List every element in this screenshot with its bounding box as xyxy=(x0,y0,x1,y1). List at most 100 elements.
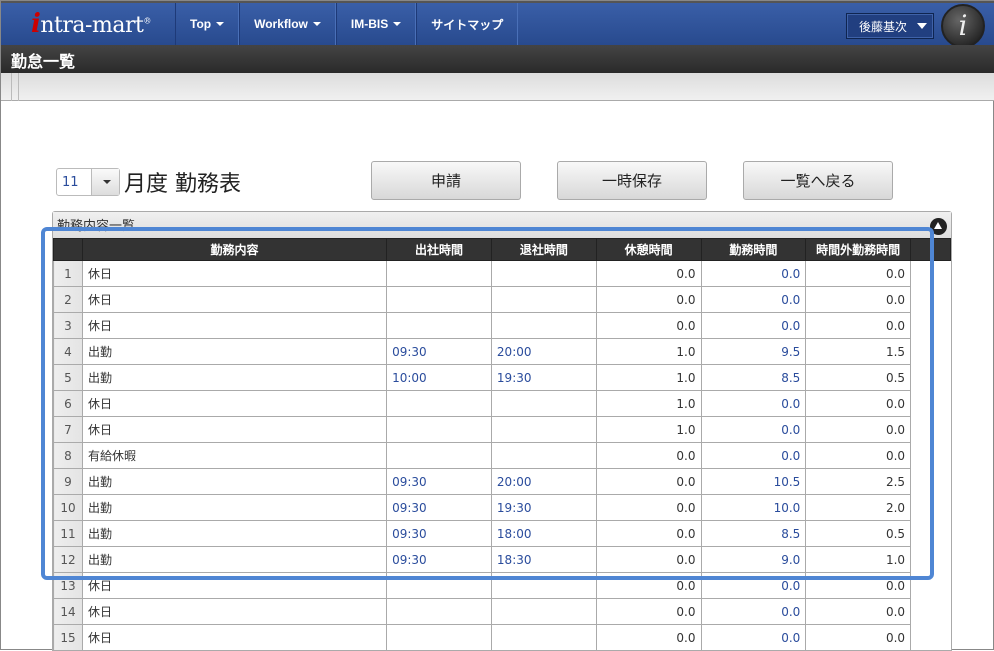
table-row[interactable]: 1 休日 0.0 0.0 0.0 xyxy=(53,260,951,287)
apply-button[interactable]: 申請 xyxy=(371,161,521,200)
cell-work-hours: 0.0 xyxy=(700,286,807,313)
cell-spacer xyxy=(911,443,951,469)
cell-end-time xyxy=(490,260,597,287)
header-col-break-time: 休憩時間 xyxy=(595,238,702,261)
cell-start-time xyxy=(386,416,492,443)
cell-overtime-hours: 0.5 xyxy=(805,520,912,547)
cell-end-time xyxy=(490,312,597,339)
cell-work-hours: 0.0 xyxy=(700,442,807,469)
cell-overtime-hours: 0.0 xyxy=(805,624,912,651)
cell-overtime-hours: 0.0 xyxy=(805,598,912,625)
toolbar-strip xyxy=(1,73,994,101)
cell-end-time: 19:30 xyxy=(490,494,597,521)
nav-workflow[interactable]: Workflow xyxy=(239,3,336,45)
table-row[interactable]: 13 休日 0.0 0.0 0.0 xyxy=(53,572,951,599)
save-draft-button[interactable]: 一時保存 xyxy=(557,161,707,200)
table-row[interactable]: 6 休日 1.0 0.0 0.0 xyxy=(53,390,951,417)
top-bar: intra-mart® Top Workflow IM-BIS サイトマップ 後… xyxy=(1,1,994,48)
work-list-panel: 勤務内容一覧 勤務内容 出社時間 退社時間 休憩時間 勤務時間 時間外勤務時間 1 休日 0.… xyxy=(52,211,952,651)
nav-im-bis[interactable]: IM-BIS xyxy=(335,3,417,45)
cell-break-time: 1.0 xyxy=(595,338,702,365)
table-row[interactable]: 4 出勤 09:30 20:00 1.0 9.5 1.5 xyxy=(53,338,951,365)
cell-end-time xyxy=(490,624,597,651)
table-row[interactable]: 9 出勤 09:30 20:00 0.0 10.5 2.5 xyxy=(53,468,951,495)
intra-mart-logo[interactable]: intra-mart® xyxy=(31,9,151,39)
cell-start-time xyxy=(386,572,492,599)
page-title: 勤怠一覧 xyxy=(1,45,994,73)
cell-break-time: 0.0 xyxy=(595,260,702,287)
intra-mart-i-icon[interactable]: i xyxy=(941,4,985,48)
cell-number: 15 xyxy=(53,624,83,651)
cell-overtime-hours: 1.5 xyxy=(805,338,912,365)
cell-work-type: 出勤 xyxy=(81,338,388,365)
cell-start-time: 09:30 xyxy=(386,520,492,547)
cell-start-time xyxy=(386,286,492,313)
nav-sitemap[interactable]: サイトマップ xyxy=(416,3,519,45)
cell-number: 1 xyxy=(53,260,83,287)
table-row[interactable]: 10 出勤 09:30 19:30 0.0 10.0 2.0 xyxy=(53,494,951,521)
cell-break-time: 1.0 xyxy=(595,390,702,417)
cell-work-hours: 9.5 xyxy=(700,338,807,365)
table-row[interactable]: 11 出勤 09:30 18:00 0.0 8.5 0.5 xyxy=(53,520,951,547)
cell-start-time: 09:30 xyxy=(386,546,492,573)
cell-start-time: 09:30 xyxy=(386,494,492,521)
cell-break-time: 0.0 xyxy=(595,468,702,495)
cell-number: 10 xyxy=(53,494,83,521)
table-row[interactable]: 2 休日 0.0 0.0 0.0 xyxy=(53,286,951,313)
cell-break-time: 0.0 xyxy=(595,598,702,625)
cell-spacer xyxy=(911,391,951,417)
cell-break-time: 0.0 xyxy=(595,442,702,469)
cell-spacer xyxy=(911,573,951,599)
collapse-icon[interactable] xyxy=(930,218,947,235)
header-col-overtime-hours: 時間外勤務時間 xyxy=(805,238,912,261)
table-row[interactable]: 15 休日 0.0 0.0 0.0 xyxy=(53,624,951,651)
month-selector-group: 11 月度 勤務表 xyxy=(56,166,241,198)
nav-top[interactable]: Top xyxy=(175,3,240,45)
cell-number: 8 xyxy=(53,442,83,469)
cell-spacer xyxy=(911,261,951,287)
table-row[interactable]: 14 休日 0.0 0.0 0.0 xyxy=(53,598,951,625)
table-row[interactable]: 5 出勤 10:00 19:30 1.0 8.5 0.5 xyxy=(53,364,951,391)
caret-down-icon xyxy=(917,23,928,29)
table-row[interactable]: 3 休日 0.0 0.0 0.0 xyxy=(53,312,951,339)
header-spacer xyxy=(910,238,951,261)
cell-number: 2 xyxy=(53,286,83,313)
cell-start-time xyxy=(386,312,492,339)
cell-work-hours: 0.0 xyxy=(700,260,807,287)
cell-end-time: 20:00 xyxy=(490,468,597,495)
month-select[interactable]: 11 xyxy=(56,168,120,196)
cell-number: 4 xyxy=(53,338,83,365)
cell-end-time xyxy=(490,390,597,417)
table-row[interactable]: 12 出勤 09:30 18:30 0.0 9.0 1.0 xyxy=(53,546,951,573)
cell-spacer xyxy=(911,625,951,651)
cell-break-time: 0.0 xyxy=(595,546,702,573)
cell-number: 3 xyxy=(53,312,83,339)
cell-spacer xyxy=(911,313,951,339)
table-row[interactable]: 7 休日 1.0 0.0 0.0 xyxy=(53,416,951,443)
cell-work-type: 休日 xyxy=(81,598,388,625)
user-menu[interactable]: 後藤基次 xyxy=(846,13,934,39)
cell-work-hours: 10.0 xyxy=(700,494,807,521)
cell-break-time: 0.0 xyxy=(595,572,702,599)
cell-spacer xyxy=(911,417,951,443)
cell-overtime-hours: 0.0 xyxy=(805,442,912,469)
cell-work-type: 休日 xyxy=(81,260,388,287)
cell-spacer xyxy=(911,365,951,391)
cell-break-time: 0.0 xyxy=(595,286,702,313)
cell-break-time: 1.0 xyxy=(595,416,702,443)
cell-overtime-hours: 0.0 xyxy=(805,312,912,339)
cell-work-type: 出勤 xyxy=(81,364,388,391)
cell-spacer xyxy=(911,287,951,313)
cell-end-time: 18:30 xyxy=(490,546,597,573)
cell-work-hours: 10.5 xyxy=(700,468,807,495)
cell-number: 5 xyxy=(53,364,83,391)
cell-spacer xyxy=(911,521,951,547)
table-row[interactable]: 8 有給休暇 0.0 0.0 0.0 xyxy=(53,442,951,469)
cell-work-hours: 0.0 xyxy=(700,390,807,417)
cell-work-type: 出勤 xyxy=(81,546,388,573)
back-to-list-button[interactable]: 一覧へ戻る xyxy=(743,161,893,200)
cell-work-type: 出勤 xyxy=(81,494,388,521)
chevron-down-icon[interactable] xyxy=(91,169,119,195)
cell-work-type: 出勤 xyxy=(81,468,388,495)
cell-overtime-hours: 0.0 xyxy=(805,260,912,287)
